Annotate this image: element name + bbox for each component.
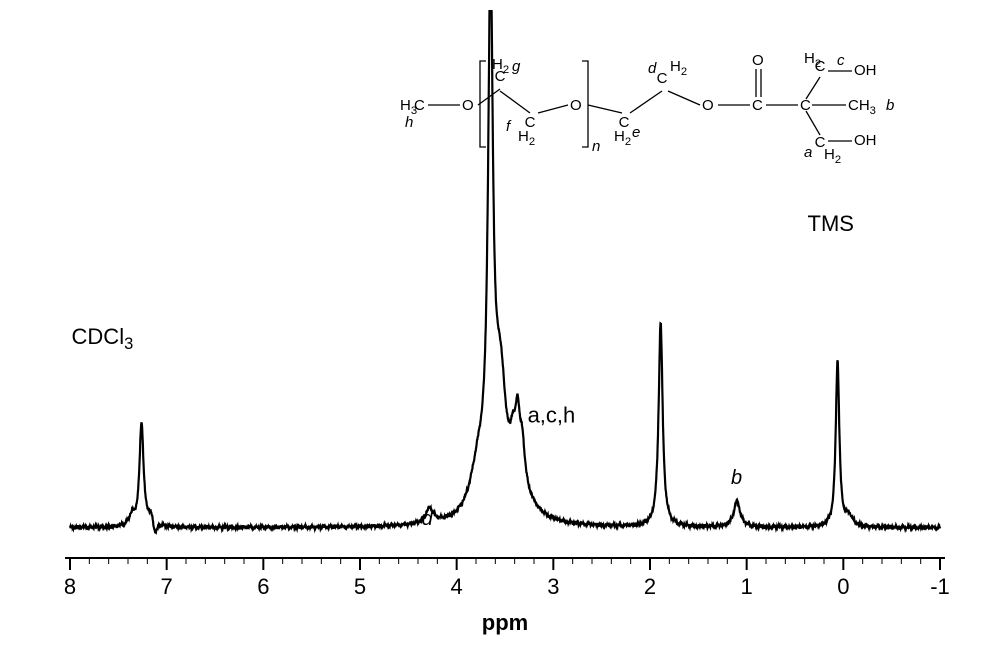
peak-label: d — [422, 508, 434, 530]
x-tick-label: 2 — [644, 574, 656, 599]
x-tick-label: 8 — [64, 574, 76, 599]
structure-label: C — [657, 70, 668, 87]
svg-text:H2: H2 — [670, 58, 687, 78]
svg-text:H2: H2 — [614, 128, 631, 148]
x-axis-label: ppm — [482, 610, 528, 635]
structure-label: OH — [854, 62, 877, 79]
svg-text:H2: H2 — [804, 50, 821, 70]
x-tick-label: 1 — [741, 574, 753, 599]
chemical-structure: H3ChOCH2gCH2fOnCH2eCH2dOCOCCH2cOHCH3bCH2… — [400, 50, 894, 166]
nmr-figure: 876543210-1ppmCDCl3de,f,ga,c,hbTMSH3ChOC… — [40, 10, 960, 650]
structure-label: C — [752, 97, 763, 114]
svg-text:CH3: CH3 — [848, 97, 876, 117]
label-h: h — [405, 114, 413, 131]
label-d: d — [648, 60, 657, 77]
structure-label: O — [702, 97, 714, 114]
label-g: g — [512, 58, 521, 75]
structure-label: O — [752, 52, 764, 69]
peak-label: b — [731, 467, 742, 489]
x-tick-label: 3 — [547, 574, 559, 599]
spectrum-trace — [70, 10, 940, 533]
label-n: n — [592, 138, 600, 155]
x-tick-label: -1 — [930, 574, 950, 599]
svg-text:H2: H2 — [824, 146, 841, 166]
x-tick-label: 0 — [837, 574, 849, 599]
label-f: f — [506, 118, 512, 135]
x-tick-label: 7 — [161, 574, 173, 599]
peak-label: a,c,h — [528, 403, 576, 428]
label-a: a — [804, 144, 812, 161]
x-tick-label: 5 — [354, 574, 366, 599]
peak-label: TMS — [808, 211, 854, 236]
structure-label: O — [462, 97, 474, 114]
structure-label: OH — [854, 132, 877, 149]
x-tick-label: 6 — [257, 574, 269, 599]
structure-label: O — [570, 97, 582, 114]
label-e: e — [632, 124, 640, 141]
x-tick-label: 4 — [451, 574, 463, 599]
label-b: b — [886, 97, 894, 114]
structure-label: C — [800, 97, 811, 114]
structure-label: C — [414, 97, 425, 114]
label-c: c — [837, 52, 845, 69]
svg-text:H2: H2 — [518, 128, 535, 148]
peak-label-cdcl3: CDCl3 — [72, 324, 134, 353]
